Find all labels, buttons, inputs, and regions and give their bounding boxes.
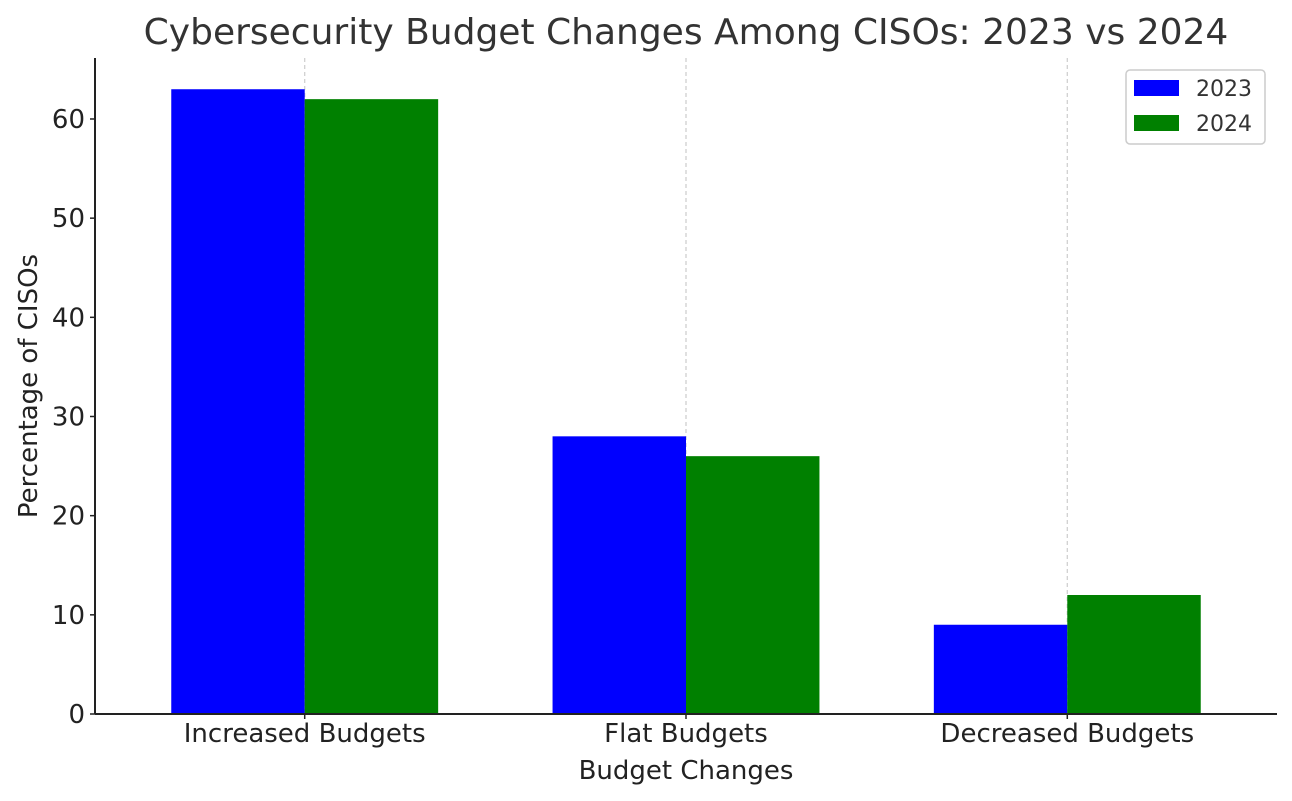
y-tick-label-2: 20 [52, 502, 85, 532]
y-tick-label-1: 10 [52, 601, 85, 631]
legend-label-2023: 2023 [1196, 77, 1252, 102]
x-tick-label-1: Flat Budgets [604, 719, 768, 749]
legend-swatch-2024 [1134, 115, 1179, 131]
bar-2023-2 [933, 624, 1068, 714]
y-tick-label-3: 30 [52, 402, 85, 432]
bar-2024-2 [1067, 594, 1201, 714]
legend: 2023 2024 [1125, 69, 1266, 145]
legend-swatch-2023 [1134, 80, 1179, 96]
ticks-layer: Increased Budgets Flat Budgets Decreased B… [52, 105, 1194, 749]
x-tick-label-0: Increased Budgets [184, 719, 426, 749]
bars-layer [171, 89, 1201, 714]
y-tick-label-6: 60 [52, 105, 85, 135]
y-tick-label-5: 50 [52, 204, 85, 234]
y-axis-label: Percentage of CISOs [14, 254, 44, 518]
chart-title: Cybersecurity Budget Changes Among CISOs… [144, 12, 1229, 53]
bar-2023-1 [552, 436, 686, 714]
bar-2023-0 [171, 89, 305, 714]
y-tick-label-4: 40 [52, 303, 85, 333]
bar-2024-1 [686, 456, 820, 714]
bar-2024-0 [304, 99, 439, 714]
x-tick-label-2: Decreased Budgets [940, 719, 1194, 749]
y-tick-label-0: 0 [68, 700, 85, 730]
x-axis-label: Budget Changes [579, 756, 794, 786]
legend-label-2024: 2024 [1196, 112, 1252, 137]
